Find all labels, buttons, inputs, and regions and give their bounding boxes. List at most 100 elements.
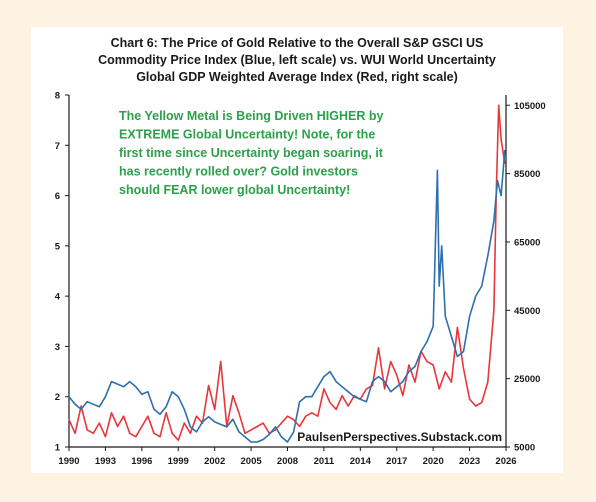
uncertainty-point — [462, 367, 465, 369]
uncertainty-point — [256, 425, 258, 428]
uncertainty-point — [286, 415, 289, 417]
gold-ratio-point — [104, 396, 106, 398]
uncertainty-point — [153, 432, 155, 434]
gold-ratio-point — [153, 408, 155, 410]
gold-ratio-point — [293, 431, 295, 433]
gold-ratio-point — [110, 381, 113, 383]
uncertainty-point — [456, 326, 458, 328]
y-right-tick-label: 65000 — [514, 237, 540, 248]
x-tick-label: 2005 — [241, 456, 263, 467]
uncertainty-point — [293, 419, 295, 421]
y-left-tick-label: 5 — [55, 241, 61, 252]
gold-ratio-point — [426, 340, 428, 342]
gold-ratio-point — [147, 391, 149, 393]
uncertainty-point — [262, 422, 264, 424]
gold-ratio-point — [135, 386, 137, 388]
gold-ratio-point — [250, 441, 252, 443]
uncertainty-point — [214, 408, 216, 410]
uncertainty-point — [341, 395, 343, 397]
uncertainty-point — [98, 422, 100, 424]
uncertainty-point — [493, 309, 495, 311]
gold-ratio-point — [244, 436, 246, 438]
uncertainty-point — [305, 415, 307, 417]
gold-ratio-point — [305, 396, 307, 398]
gold-ratio-point — [129, 381, 131, 383]
uncertainty-point — [220, 361, 222, 363]
uncertainty-point — [183, 422, 185, 424]
x-tick-label: 1990 — [58, 456, 79, 467]
gold-ratio-point — [329, 371, 331, 373]
gold-ratio-point — [171, 391, 173, 393]
gold-ratio-point — [74, 403, 76, 405]
gold-ratio-point — [450, 335, 452, 337]
gold-ratio-point — [86, 401, 88, 403]
gold-ratio-point — [92, 403, 94, 405]
gold-ratio-point — [299, 401, 301, 403]
x-tick-label: 1996 — [131, 456, 152, 467]
gold-ratio-point — [432, 325, 434, 327]
uncertainty-point — [80, 405, 82, 407]
annotation-line: EXTREME Global Uncertainty! Note, for th… — [119, 128, 375, 142]
gold-ratio-point — [220, 423, 222, 425]
gold-ratio-point — [274, 426, 276, 428]
gold-ratio-point — [353, 396, 355, 398]
gold-ratio-point — [117, 383, 119, 385]
gold-ratio-point — [238, 431, 240, 433]
uncertainty-point — [347, 405, 349, 407]
gold-ratio-point — [123, 386, 125, 388]
uncertainty-point — [147, 415, 149, 417]
gold-ratio-point — [359, 398, 361, 400]
gold-ratio-point — [462, 350, 465, 353]
y-right-tick-label: 25000 — [514, 374, 540, 385]
gold-ratio-point — [280, 436, 282, 438]
chart: Chart 6: The Price of Gold Relative to t… — [55, 36, 546, 467]
uncertainty-point — [414, 381, 416, 383]
gold-ratio-point — [371, 381, 374, 383]
x-tick-label: 2026 — [495, 456, 516, 467]
gold-ratio-point — [201, 421, 204, 423]
gold-ratio-point — [214, 421, 216, 423]
y-left-tick-label: 2 — [55, 392, 60, 403]
uncertainty-point — [402, 395, 404, 397]
uncertainty-point — [317, 415, 319, 417]
uncertainty-point — [117, 425, 119, 428]
uncertainty-point — [329, 402, 331, 404]
gold-ratio-point — [208, 416, 210, 418]
gold-ratio-point — [390, 391, 392, 393]
uncertainty-point — [195, 415, 198, 417]
uncertainty-point — [165, 412, 167, 414]
annotation-line: first time since Uncertainty began soari… — [119, 146, 384, 160]
gold-ratio-point — [195, 431, 198, 433]
gold-ratio-point — [98, 406, 100, 408]
chart-card: Chart 6: The Price of Gold Relative to t… — [31, 27, 563, 473]
uncertainty-point — [438, 388, 440, 390]
uncertainty-point — [444, 371, 446, 373]
uncertainty-point — [159, 436, 161, 438]
annotation-line: has recently rolled over? Gold investors — [119, 165, 358, 179]
uncertainty-point — [500, 138, 502, 140]
gold-ratio-point — [496, 179, 499, 182]
gold-ratio-point — [323, 376, 325, 378]
gold-ratio-point — [311, 396, 313, 398]
gold-ratio-point — [456, 355, 458, 358]
y-right-tick-label: 45000 — [514, 306, 540, 317]
title-line: Chart 6: The Price of Gold Relative to t… — [111, 36, 484, 50]
y-right-tick-label: 5000 — [514, 443, 535, 454]
gold-ratio-point — [504, 149, 506, 151]
gold-ratio-point — [365, 401, 367, 403]
annotation-line: The Yellow Metal is Being Driven HIGHER … — [119, 109, 383, 123]
gold-ratio-point — [408, 371, 410, 373]
gold-ratio-point — [165, 406, 167, 408]
uncertainty-point — [384, 388, 386, 390]
gold-ratio-point — [493, 220, 495, 222]
source-label: PaulsenPerspectives.Substack.com — [297, 430, 502, 444]
y-right-tick-label: 85000 — [514, 169, 540, 180]
uncertainty-point — [171, 432, 173, 434]
gold-ratio-point — [414, 365, 416, 368]
uncertainty-point — [104, 436, 106, 438]
uncertainty-point — [487, 381, 489, 383]
gold-ratio-point — [441, 245, 443, 247]
gold-ratio-point — [487, 255, 489, 257]
uncertainty-point — [408, 364, 410, 366]
uncertainty-point — [129, 432, 131, 434]
